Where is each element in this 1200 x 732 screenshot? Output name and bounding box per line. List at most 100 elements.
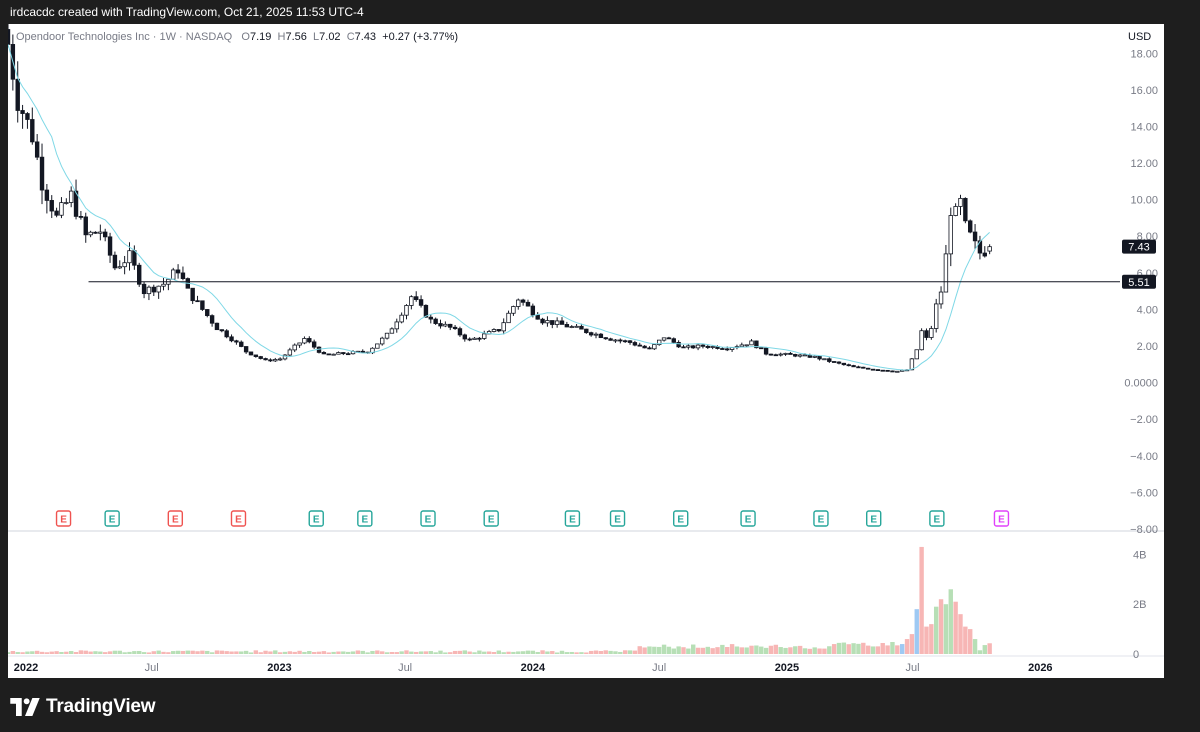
earnings-marker[interactable]: E	[167, 510, 184, 527]
earnings-marker[interactable]: E	[564, 510, 581, 527]
candle-body	[273, 359, 278, 362]
open-value: 7.19	[249, 31, 272, 43]
earnings-marker-label: E	[425, 515, 432, 526]
volume-bar	[943, 604, 949, 654]
volume-bar	[365, 652, 370, 654]
volume-bar	[59, 651, 64, 654]
volume-bar	[603, 650, 608, 654]
volume-bar	[797, 645, 803, 654]
candle-body	[73, 190, 79, 217]
volume-bar	[185, 650, 191, 654]
earnings-marker[interactable]: E	[357, 510, 373, 527]
candle-body	[156, 285, 161, 293]
volume-bar	[375, 650, 380, 654]
candle-body	[919, 330, 924, 351]
tradingview-logo[interactable]: TradingView	[10, 696, 156, 718]
volume-bar	[909, 634, 915, 654]
volume-bar	[326, 652, 331, 654]
volume-bar	[574, 652, 579, 654]
candle-body	[958, 197, 963, 207]
chart-panel[interactable]: 18.00 16.00 14.00 12.00 10.00 8.00 6.00 4.00 2.0…	[8, 24, 1164, 678]
earnings-marker[interactable]: E	[813, 510, 829, 527]
candle-body	[754, 340, 759, 349]
candle-body	[506, 312, 511, 324]
candle-body	[34, 141, 40, 158]
earnings-marker[interactable]: E	[740, 510, 756, 527]
candle-body	[404, 305, 409, 316]
candle-body	[710, 346, 715, 348]
candle-body	[389, 328, 395, 334]
volume-bar	[10, 651, 16, 654]
volume-bar	[870, 646, 876, 654]
candle-body	[963, 197, 968, 222]
price-axis-tick: 18.00	[1130, 48, 1158, 60]
candle-body	[394, 321, 399, 330]
earnings-marker[interactable]: E	[420, 510, 436, 527]
volume-bar	[428, 651, 433, 654]
volume-bar	[681, 647, 686, 654]
earnings-marker-label: E	[677, 515, 684, 526]
earnings-marker[interactable]: E	[308, 510, 324, 527]
candle-body	[122, 262, 127, 268]
earnings-marker-box	[357, 510, 373, 527]
volume-bar	[166, 652, 171, 654]
candle-body	[895, 370, 900, 373]
volume-bar	[700, 647, 706, 654]
candle-body	[720, 348, 725, 350]
candle-body	[20, 110, 25, 114]
earnings-marker[interactable]: E	[929, 510, 945, 527]
volume-bar	[370, 650, 375, 654]
volume-bar	[107, 651, 113, 654]
candle-body	[190, 287, 195, 302]
volume-bar	[661, 644, 667, 654]
volume-bar	[831, 644, 837, 654]
candle-body	[98, 231, 103, 234]
volume-bar	[151, 651, 156, 654]
candle-body	[550, 320, 555, 325]
candle-body	[341, 352, 346, 355]
volume-bar	[861, 642, 866, 654]
volume-bar	[525, 650, 531, 654]
earnings-marker[interactable]: E	[55, 510, 72, 527]
earnings-marker[interactable]: E	[993, 510, 1010, 527]
volume-bar	[720, 644, 725, 654]
low-label: L	[313, 31, 320, 43]
volume-bar	[39, 651, 45, 654]
candle-body	[452, 326, 458, 330]
price-axis-tick: −2.00	[1130, 414, 1158, 426]
candle-body	[15, 78, 20, 111]
candle-body	[171, 269, 176, 280]
volume-bar	[579, 652, 584, 654]
candle-body	[379, 337, 385, 345]
candle-body	[263, 358, 268, 361]
volume-bar	[282, 651, 288, 654]
price-chart[interactable]: 18.0016.0014.0012.0010.008.006.004.002.0…	[8, 24, 1164, 678]
close-label: C	[346, 31, 355, 43]
candle-body	[243, 346, 249, 353]
volume-bar	[637, 646, 642, 654]
earnings-marker[interactable]: E	[673, 510, 689, 527]
candle-body	[132, 250, 137, 266]
earnings-marker[interactable]: E	[866, 510, 882, 527]
volume-bar	[763, 647, 769, 654]
currency-button[interactable]: USD	[1128, 31, 1152, 43]
candle-body	[360, 350, 365, 353]
earnings-marker[interactable]: E	[483, 510, 499, 527]
volume-bar	[477, 650, 482, 654]
volume-bar	[384, 652, 390, 654]
last-price-tag-bg	[1122, 239, 1156, 254]
candle-body	[943, 253, 949, 293]
candle-body	[865, 367, 871, 370]
volume-bar	[676, 646, 681, 654]
volume-bar	[209, 652, 215, 654]
candle-body	[287, 349, 293, 356]
candle-body	[496, 329, 502, 332]
earnings-marker[interactable]: E	[609, 510, 626, 527]
symbol-legend: Opendoor Technologies Inc · 1W · NASDAQ …	[16, 31, 458, 43]
footer: TradingView	[0, 678, 1200, 732]
candle-body	[968, 220, 973, 233]
earnings-marker[interactable]: E	[104, 510, 120, 527]
volume-bar	[307, 650, 312, 654]
volume-axis-tick: 2B	[1133, 599, 1146, 611]
earnings-marker[interactable]: E	[230, 510, 247, 527]
